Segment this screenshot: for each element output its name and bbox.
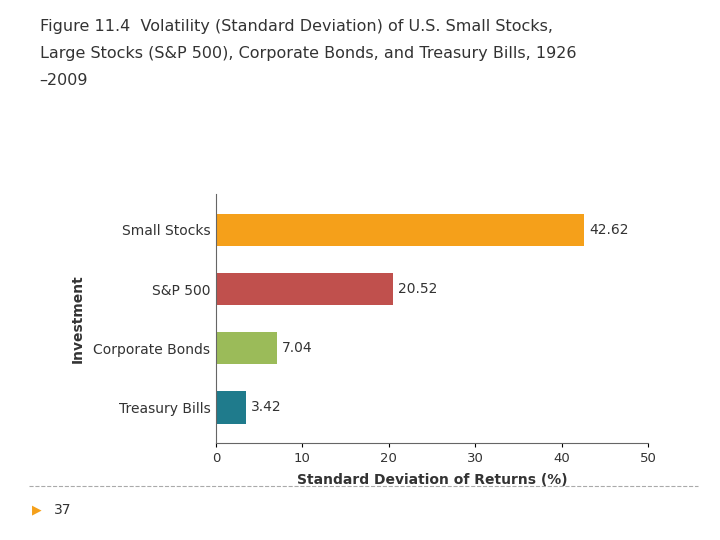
X-axis label: Standard Deviation of Returns (%): Standard Deviation of Returns (%)	[297, 473, 567, 487]
Text: 3.42: 3.42	[251, 400, 282, 414]
Text: ▶: ▶	[32, 504, 42, 517]
Text: Large Stocks (S&P 500), Corporate Bonds, and Treasury Bills, 1926: Large Stocks (S&P 500), Corporate Bonds,…	[40, 46, 576, 61]
Bar	[216, 391, 246, 423]
Text: 7.04: 7.04	[282, 341, 312, 355]
Text: 37: 37	[54, 503, 71, 517]
Text: Figure 11.4  Volatility (Standard Deviation) of U.S. Small Stocks,: Figure 11.4 Volatility (Standard Deviati…	[40, 19, 553, 34]
Y-axis label: Investment: Investment	[71, 274, 85, 363]
Text: –2009: –2009	[40, 73, 88, 88]
Bar	[216, 273, 393, 305]
Text: 42.62: 42.62	[590, 223, 629, 237]
Text: 20.52: 20.52	[398, 282, 438, 296]
Bar	[216, 214, 584, 246]
Bar	[216, 332, 276, 365]
